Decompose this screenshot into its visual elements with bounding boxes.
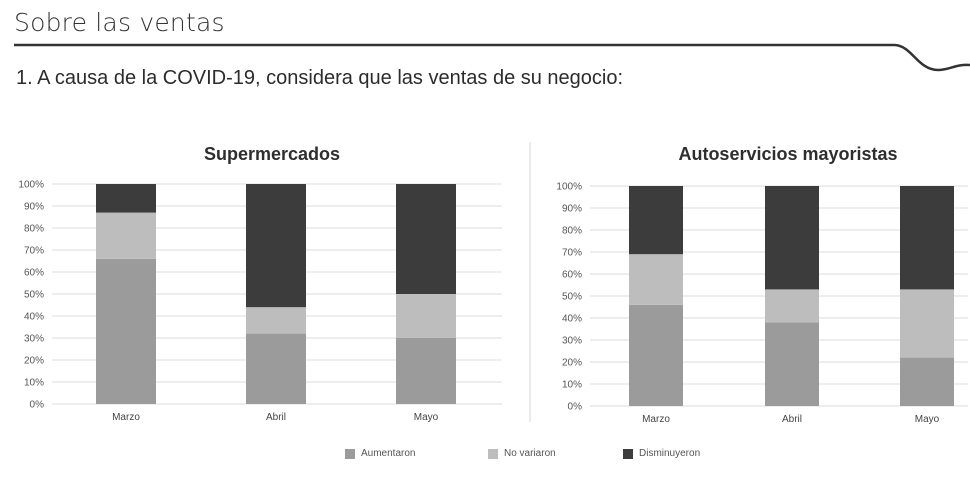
title-divider [14, 43, 970, 72]
x-tick-label: Mayo [915, 414, 940, 425]
y-tick-label: 10% [24, 378, 44, 389]
question-text: 1. A causa de la COVID-19, considera que… [16, 67, 624, 89]
bar-segment-aumentaron [765, 322, 819, 406]
y-tick-label: 20% [562, 358, 582, 369]
bar-segment-aumentaron [900, 357, 954, 406]
y-tick-label: 50% [562, 292, 582, 303]
chart-title: Supermercados [204, 144, 340, 164]
bar-segment-no-variaron [246, 307, 306, 334]
legend-item-disminuyeron: Disminuyeron [623, 448, 700, 459]
y-tick-label: 50% [24, 290, 44, 301]
bar-segment-no-variaron [765, 289, 819, 323]
bar-segment-disminuyeron [629, 186, 683, 255]
y-tick-label: 60% [562, 270, 582, 281]
bar-segment-disminuyeron [396, 184, 456, 294]
bar-segment-disminuyeron [900, 186, 954, 290]
legend-label-no-variaron: No variaron [504, 448, 556, 459]
y-tick-label: 0% [568, 402, 583, 413]
legend-label-disminuyeron: Disminuyeron [639, 448, 701, 459]
x-tick-label: Mayo [414, 412, 439, 423]
y-tick-label: 0% [30, 400, 45, 411]
legend: Aumentaron No variaron Disminuyeron [0, 448, 970, 472]
y-tick-label: 10% [562, 380, 582, 391]
title-divider-line [14, 43, 970, 72]
chart-autoservicios-mayoristas: Autoservicios mayoristas 0% 10% 20% 30% 40% 50… [556, 144, 968, 425]
bar-segment-aumentaron [629, 304, 683, 406]
x-tick-label: Marzo [642, 414, 670, 425]
bar-segment-disminuyeron [246, 184, 306, 308]
x-tick-label: Abril [782, 414, 802, 425]
bar-segment-aumentaron [246, 333, 306, 404]
section-title: Sobre las ventas [14, 8, 225, 37]
chart-supermercados: Supermercados 0% 10% 20% 30% 40% 50% 60% 70% 80% 9… [18, 144, 502, 423]
bar-segment-aumentaron [396, 338, 456, 404]
bar-segment-disminuyeron [765, 186, 819, 290]
y-tick-label: 30% [24, 334, 44, 345]
bar-segment-no-variaron [629, 254, 683, 305]
y-tick-label: 80% [562, 226, 582, 237]
y-tick-label: 70% [562, 248, 582, 259]
legend-swatch-aumentaron [345, 448, 355, 459]
bar-segment-aumentaron [96, 258, 156, 404]
legend-item-aumentaron: Aumentaron [345, 448, 415, 459]
y-tick-label: 100% [18, 180, 44, 191]
bar-segment-no-variaron [96, 212, 156, 259]
legend-item-no-variaron: No variaron [488, 448, 556, 459]
y-tick-label: 80% [24, 224, 44, 235]
chart-title: Autoservicios mayoristas [678, 144, 897, 164]
y-tick-label: 100% [556, 182, 582, 193]
charts-area: Supermercados 0% 10% 20% 30% 40% 50% 60% 70% 80% 9… [18, 142, 968, 425]
x-tick-label: Abril [266, 412, 286, 423]
y-tick-label: 90% [562, 204, 582, 215]
y-tick-label: 60% [24, 268, 44, 279]
y-tick-label: 70% [24, 246, 44, 257]
y-tick-label: 90% [24, 202, 44, 213]
y-tick-label: 40% [24, 312, 44, 323]
bar-segment-disminuyeron [96, 184, 156, 213]
legend-label-aumentaron: Aumentaron [361, 448, 416, 459]
x-tick-label: Marzo [112, 412, 140, 423]
y-tick-label: 40% [562, 314, 582, 325]
bar-segment-no-variaron [396, 294, 456, 338]
bar-segment-no-variaron [900, 289, 954, 358]
y-tick-label: 30% [562, 336, 582, 347]
legend-swatch-no-variaron [488, 448, 498, 459]
y-tick-label: 20% [24, 356, 44, 367]
legend-swatch-disminuyeron [623, 448, 633, 459]
